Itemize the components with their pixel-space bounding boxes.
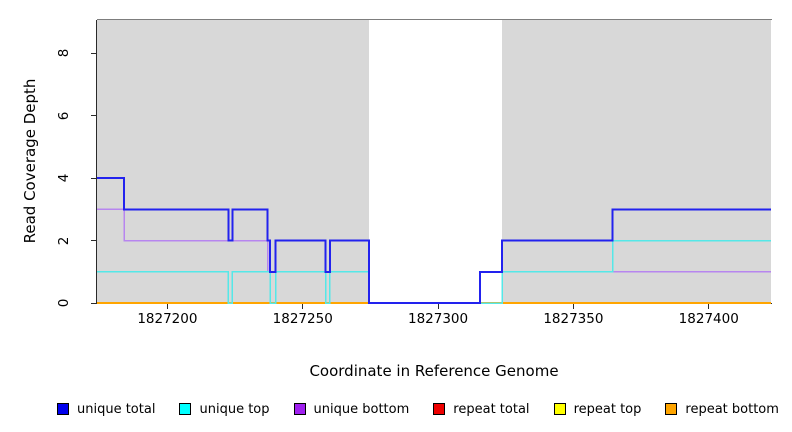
legend: unique total unique top unique bottom repea… xyxy=(57,398,779,420)
legend-label: unique total xyxy=(77,401,156,417)
legend-label: repeat total xyxy=(453,401,530,417)
legend-label: repeat top xyxy=(573,401,642,417)
x-tick-mark xyxy=(437,304,439,309)
x-tick-mark xyxy=(302,304,304,309)
legend-label: unique bottom xyxy=(313,401,410,417)
legend-item: unique bottom xyxy=(293,401,410,417)
x-tick-label: 1827300 xyxy=(407,311,469,327)
x-tick-label: 1827400 xyxy=(678,311,739,327)
legend-swatch xyxy=(433,403,446,415)
legend-item: repeat bottom xyxy=(665,402,779,417)
y-tick-label: 0 xyxy=(56,298,72,308)
x-tick-mark xyxy=(708,304,710,309)
y-axis-line xyxy=(96,20,97,304)
y-tick-mark xyxy=(91,115,97,116)
plot-top-border xyxy=(97,19,772,20)
y-tick-label: 6 xyxy=(56,111,72,120)
legend-item: unique total xyxy=(57,402,155,417)
y-axis-label: Read Coverage Depth xyxy=(21,78,39,244)
series-unique-bottom xyxy=(97,208,771,304)
x-tick-label: 1827250 xyxy=(272,311,333,327)
y-tick-label: 8 xyxy=(56,48,72,58)
y-tick-mark xyxy=(91,240,97,241)
plot-area xyxy=(97,20,771,303)
legend-item: unique top xyxy=(179,401,270,417)
legend-label: repeat bottom xyxy=(685,401,779,417)
y-tick-label: 4 xyxy=(56,173,72,183)
x-tick-mark xyxy=(166,304,168,309)
legend-swatch xyxy=(665,403,678,415)
legend-swatch xyxy=(553,403,566,415)
legend-swatch xyxy=(57,403,69,415)
y-tick-mark xyxy=(91,302,97,304)
series-unique-total xyxy=(97,177,771,304)
series-unique-top xyxy=(97,239,771,304)
coverage-lines xyxy=(97,177,771,304)
x-tick-label: 1827200 xyxy=(137,311,198,327)
legend-swatch xyxy=(179,403,192,415)
legend-swatch xyxy=(293,403,306,415)
legend-item: repeat top xyxy=(553,401,642,417)
legend-item: repeat total xyxy=(433,401,530,417)
y-tick-mark xyxy=(91,52,97,54)
x-axis-label: Coordinate in Reference Genome xyxy=(309,362,559,380)
x-tick-label: 1827350 xyxy=(543,311,604,327)
x-tick-mark xyxy=(572,304,574,309)
y-tick-label: 2 xyxy=(56,236,72,245)
legend-label: unique top xyxy=(199,401,270,417)
y-tick-mark xyxy=(91,177,97,179)
uncovered-gap-band xyxy=(369,20,503,303)
